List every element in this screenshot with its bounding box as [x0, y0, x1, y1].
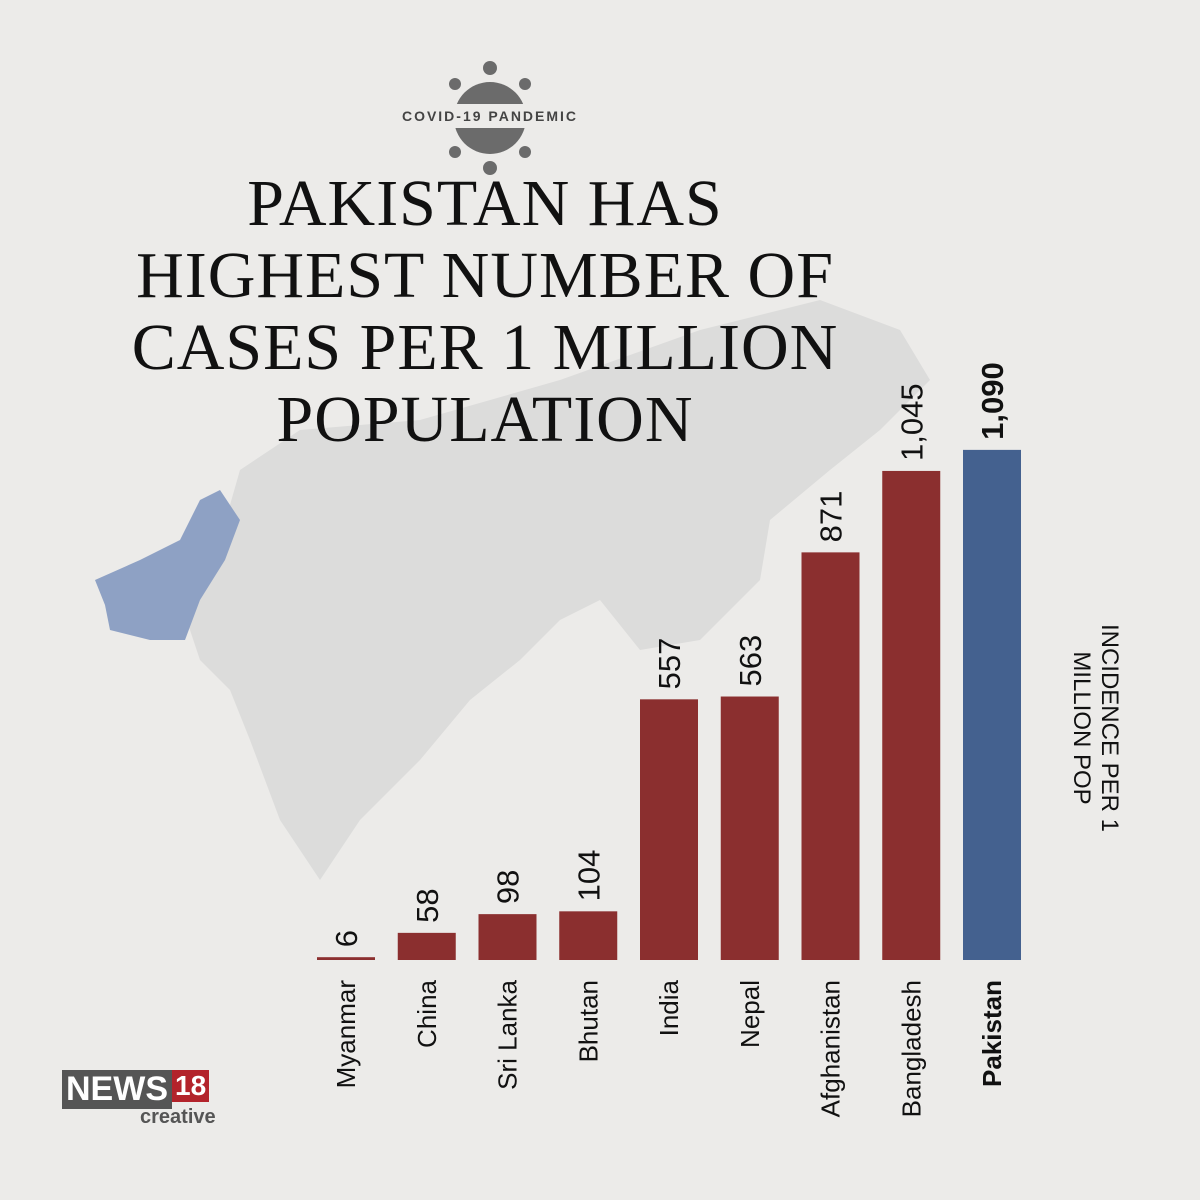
value-label: 557 — [652, 638, 687, 690]
x-tick-label: Sri Lanka — [493, 979, 523, 1089]
x-tick-label: Myanmar — [331, 980, 361, 1089]
bar — [882, 470, 941, 960]
value-label: 98 — [491, 870, 526, 904]
value-label: 58 — [410, 888, 445, 922]
chart-title: PAKISTAN HAS HIGHEST NUMBER OF CASES PER… — [131, 167, 839, 456]
logo-brand: NEWS — [62, 1070, 172, 1109]
x-tick-label: Afghanistan — [816, 980, 846, 1117]
value-label: 104 — [571, 850, 606, 902]
value-label: 1,090 — [975, 362, 1010, 440]
bar — [801, 552, 860, 960]
bar — [640, 699, 698, 960]
map-pakistan — [95, 490, 240, 640]
x-tick-label: Nepal — [735, 980, 765, 1048]
x-tick-label: Bhutan — [573, 980, 603, 1062]
x-tick-label: India — [654, 979, 684, 1036]
bar — [317, 957, 375, 960]
bar — [478, 914, 537, 960]
bar — [720, 696, 779, 960]
value-label: 6 — [329, 930, 364, 947]
y-axis-label: INCIDENCE PER 1 MILLION POP — [1068, 623, 1123, 833]
logo: NEWS 18 creative — [62, 1070, 216, 1128]
map-asia — [180, 300, 930, 880]
value-label: 871 — [814, 491, 849, 543]
x-tick-label: Pakistan — [977, 980, 1007, 1087]
value-label: 1,045 — [894, 383, 929, 461]
logo-tagline: creative — [140, 1106, 216, 1128]
kicker-bg — [360, 104, 620, 128]
x-tick-label: Bangladesh — [896, 980, 926, 1117]
value-label: 563 — [733, 635, 768, 687]
x-tick-label: China — [412, 979, 442, 1047]
kicker: COVID-19 PANDEMIC — [401, 108, 579, 124]
bar — [559, 911, 618, 960]
logo-number: 18 — [172, 1070, 210, 1102]
bar — [963, 449, 1021, 960]
bar — [397, 932, 456, 960]
